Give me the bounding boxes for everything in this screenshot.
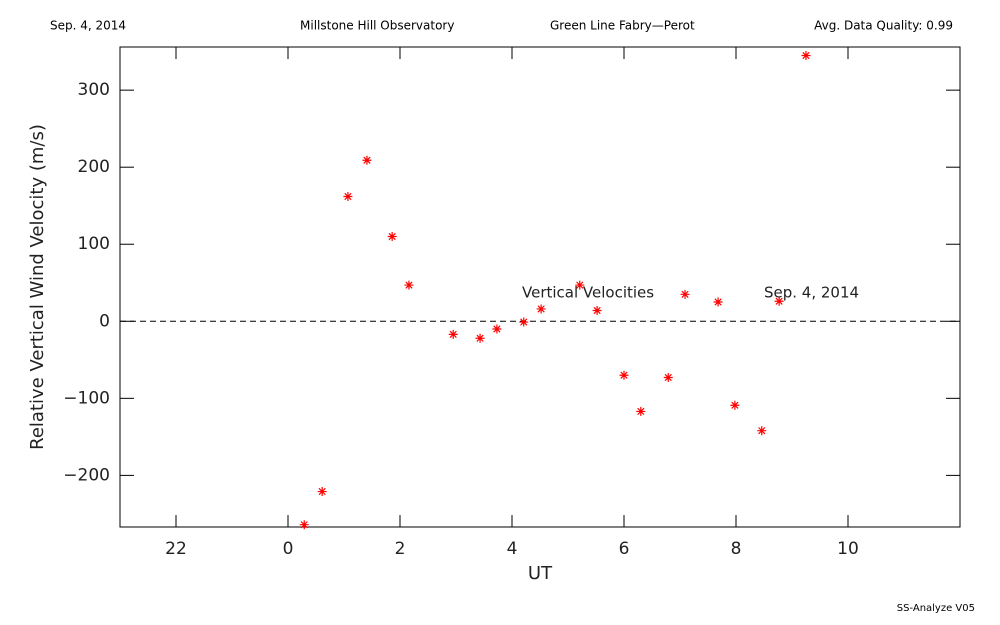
header-quality: Avg. Data Quality: 0.99 [814, 19, 953, 33]
asterisk-point [730, 400, 740, 410]
y-tick-label: −200 [63, 465, 110, 485]
annotation: Sep. 4, 2014 [764, 284, 859, 302]
asterisk-point [801, 50, 811, 60]
asterisk-point [404, 280, 414, 290]
asterisk-point [575, 280, 585, 290]
header-observatory: Millstone Hill Observatory [300, 19, 454, 33]
x-tick-label: 10 [837, 539, 859, 559]
asterisk-point [663, 373, 673, 383]
x-tick-label: 0 [283, 539, 294, 559]
y-tick-label: 300 [78, 80, 110, 100]
y-axis-label: Relative Vertical Wind Velocity (m/s) [27, 124, 48, 450]
asterisk-point [362, 155, 372, 165]
header-instrument: Green Line Fabry—Perot [550, 19, 695, 33]
asterisk-point [757, 426, 767, 436]
asterisk-point [343, 191, 353, 201]
x-tick-label: 4 [507, 539, 518, 559]
asterisk-point [680, 289, 690, 299]
plot-frame [119, 46, 961, 528]
annotation: Vertical Velocities [522, 284, 654, 302]
asterisk-point [592, 305, 602, 315]
asterisk-point [448, 329, 458, 339]
x-axis-label: UT [528, 563, 553, 584]
x-tick-label: 6 [619, 539, 630, 559]
asterisk-point [299, 520, 309, 530]
asterisk-point [475, 333, 485, 343]
x-tick-label: 22 [165, 539, 187, 559]
footer: SS-Analyze V05 [897, 603, 975, 614]
asterisk-point [387, 232, 397, 242]
x-tick-label: 2 [395, 539, 406, 559]
asterisk-point [636, 406, 646, 416]
asterisk-point [713, 297, 723, 307]
x-tick-label: 8 [731, 539, 742, 559]
y-tick-label: 0 [99, 311, 110, 331]
asterisk-point [492, 324, 502, 334]
y-tick-label: 100 [78, 234, 110, 254]
asterisk-point [519, 317, 529, 327]
asterisk-point [536, 304, 546, 314]
asterisk-point [774, 296, 784, 306]
asterisk-point [317, 487, 327, 497]
y-tick-label: −100 [63, 388, 110, 408]
header-date: Sep. 4, 2014 [50, 19, 126, 33]
asterisk-point [619, 370, 629, 380]
y-tick-label: 200 [78, 157, 110, 177]
